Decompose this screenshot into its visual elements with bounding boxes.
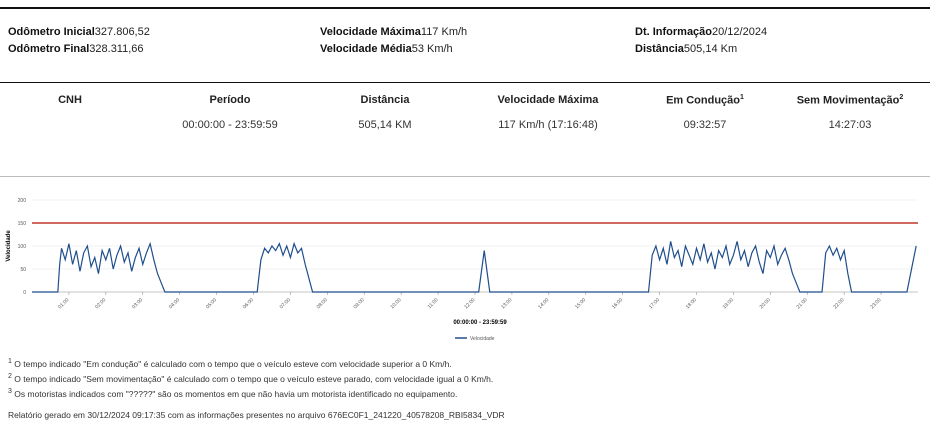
- y-axis-label: Velocidade: [6, 230, 12, 262]
- x-tick-label: 12:00: [463, 297, 476, 310]
- info-item: Velocidade Máxima117 Km/h: [320, 26, 468, 38]
- speed-line: [32, 241, 917, 293]
- x-tick-label: 14:00: [537, 297, 550, 310]
- x-tick-label: 08:00: [316, 297, 329, 310]
- x-tick-label: 09:00: [353, 297, 366, 310]
- footnote: 2 O tempo indicado "Sem movimentação" é …: [8, 373, 494, 384]
- x-tick-label: 04:00: [168, 297, 181, 310]
- table-cell: 14:27:03: [828, 119, 872, 131]
- y-tick-label: 200: [18, 198, 27, 204]
- table-cell: 09:32:57: [683, 119, 727, 131]
- table-header: Em Condução1: [666, 94, 744, 107]
- x-tick-label: 22:00: [832, 297, 845, 310]
- x-tick-label: 06:00: [242, 297, 255, 310]
- footnote: 1 O tempo indicado "Em condução" é calcu…: [8, 358, 452, 369]
- info-item: Dt. Informação20/12/2024: [635, 26, 768, 38]
- info-item: Distância505,14 Km: [635, 43, 738, 55]
- info-item: Velocidade Média53 Km/h: [320, 43, 453, 55]
- table-cell: 505,14 KM: [358, 119, 412, 131]
- table-cell: 117 Km/h (17:16:48): [498, 119, 598, 131]
- y-tick-label: 50: [20, 267, 26, 273]
- x-tick-label: 11:00: [427, 297, 440, 310]
- table-header: Período: [209, 94, 251, 106]
- rule: [0, 82, 930, 83]
- table-header: CNH: [58, 94, 82, 106]
- x-tick-label: 07:00: [279, 297, 292, 310]
- table-header: Distância: [360, 94, 410, 106]
- x-tick-label: 23:00: [869, 297, 882, 310]
- x-tick-label: 03:00: [131, 297, 144, 310]
- y-tick-label: 150: [18, 221, 27, 227]
- y-tick-label: 100: [18, 244, 27, 250]
- x-tick-label: 16:00: [611, 297, 624, 310]
- report-note: Relatório gerado em 30/12/2024 09:17:35 …: [8, 410, 505, 420]
- top-rule: [0, 7, 930, 9]
- chart: Velocidade 00:00:00 - 23:59:59 0 50 100 150…: [6, 198, 918, 342]
- table-header: Velocidade Máxima: [497, 94, 599, 106]
- x-tick-label: 20:00: [759, 297, 772, 310]
- x-tick-label: 05:00: [205, 297, 218, 310]
- x-tick-label: 18:00: [685, 297, 698, 310]
- info-item: Odômetro Final328.311,66: [8, 43, 144, 55]
- table-cell: 00:00:00 - 23:59:59: [182, 119, 278, 131]
- footnote: 3 Os motoristas indicados com "?????" sã…: [8, 388, 458, 399]
- info-item: Odômetro Inicial327.806,52: [8, 26, 150, 38]
- rule: [0, 176, 930, 177]
- x-tick-label: 02:00: [94, 297, 107, 310]
- legend-label: Velocidade: [470, 336, 495, 342]
- x-tick-label: 19:00: [722, 297, 735, 310]
- x-tick-label: 01:00: [57, 297, 70, 310]
- x-tick-label: 17:00: [648, 297, 661, 310]
- x-tick-label: 15:00: [574, 297, 587, 310]
- x-tick-label: 13:00: [500, 297, 513, 310]
- x-tick-label: 21:00: [796, 297, 809, 310]
- table-header: Sem Movimentação2: [796, 94, 904, 107]
- x-tick-label: 10:00: [389, 297, 402, 310]
- y-tick-label: 0: [23, 290, 26, 296]
- x-axis-label: 00:00:00 - 23:59:59: [453, 320, 507, 326]
